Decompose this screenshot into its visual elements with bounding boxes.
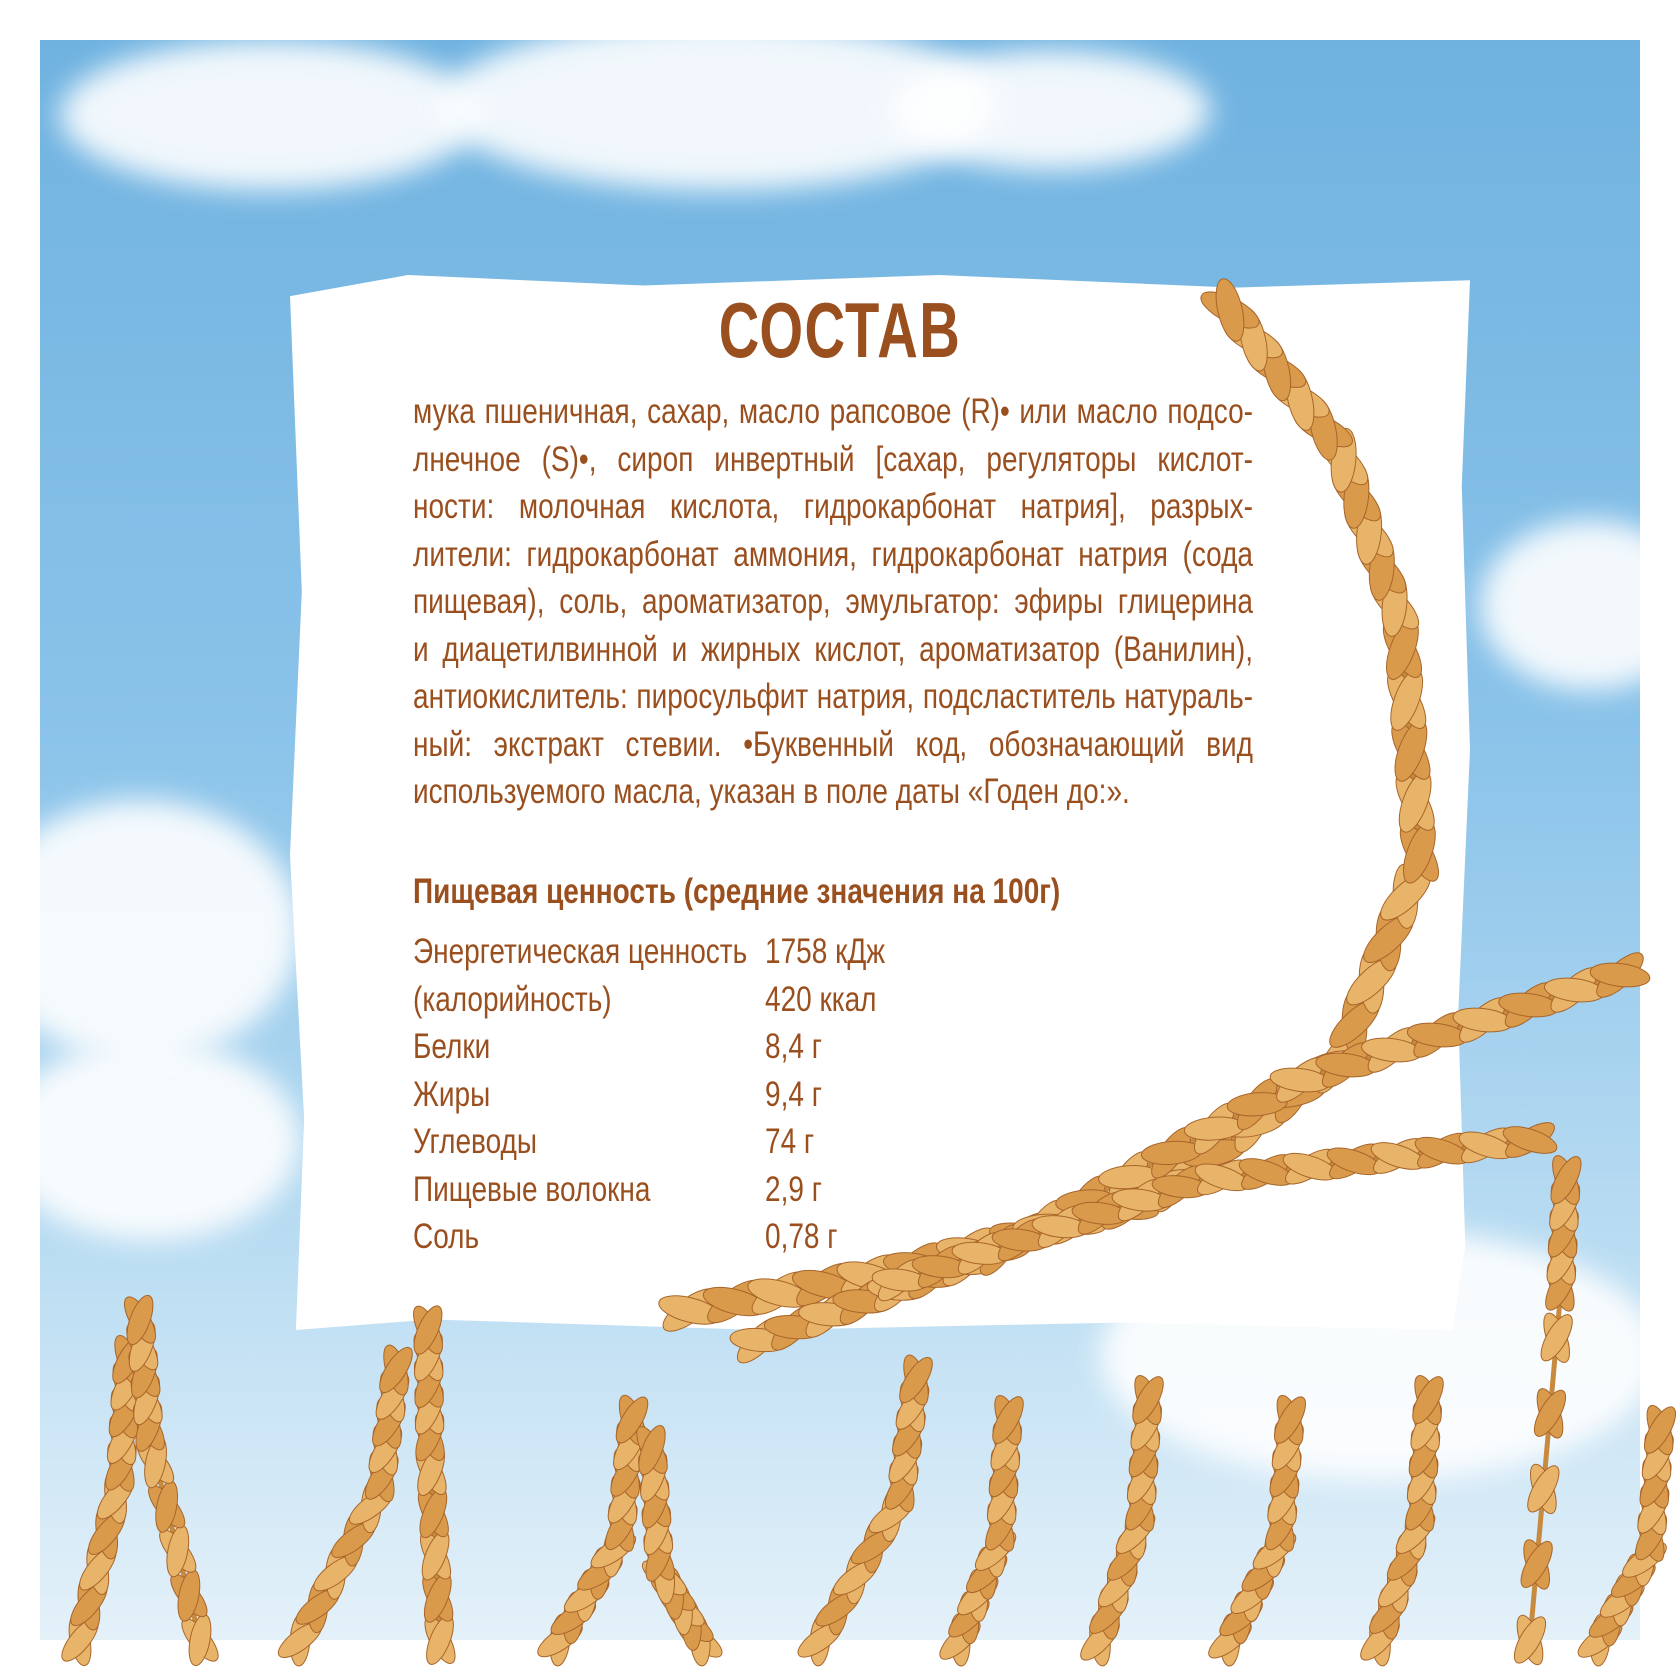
wheat-grain: [1641, 1433, 1674, 1481]
nutrient-label: Соль: [413, 1217, 480, 1256]
nutrient-label: Жиры: [413, 1074, 491, 1114]
ingredients-line: антиокислитель: пиросульфит натрия, подс…: [413, 677, 1253, 716]
cloud: [60, 40, 480, 190]
wheat-grain: [1646, 1404, 1674, 1456]
ingredients-line: ный: экстракт стевии. •Буквенный код, об…: [413, 724, 1253, 764]
ingredients-line: и диацетилвинной и жирных кислот, аромат…: [413, 629, 1253, 669]
ingredients-text: мука пшеничная, сахар, масло рапсовое (R…: [413, 388, 1253, 816]
ingredients-line: лнечное (S)•, сироп инвертный [сахар, ре…: [413, 439, 1253, 479]
sky-background: [40, 40, 1640, 1640]
cloud: [1480, 520, 1640, 690]
cloud: [40, 800, 300, 1060]
ingredients-line: ности: молочная кислота, гидрокарбонат н…: [413, 487, 1253, 526]
nutrient-value: 1758 кДж: [765, 932, 886, 971]
nutrient-label: Пищевые волокна: [413, 1169, 651, 1209]
wheat-grain: [1642, 1458, 1669, 1509]
cloud: [890, 50, 1210, 170]
nutrient-label: (калорийность): [413, 979, 612, 1019]
wheat-grain: [1644, 1406, 1676, 1454]
ingredients-line: лители: гидрокарбонат аммония, гидрокарб…: [413, 534, 1253, 574]
wheat-grain: [1639, 1459, 1672, 1507]
nutrient-label: Белки: [413, 1027, 491, 1066]
ingredients-line: пищевая), соль, ароматизатор, эмульгатор…: [413, 582, 1253, 621]
nutrition-title: Пищевая ценность (средние значения на 10…: [413, 872, 1061, 911]
nutrient-value: 8,4 г: [765, 1027, 822, 1066]
page-title: СОСТАВ: [718, 286, 962, 374]
ingredients-line: мука пшеничная, сахар, масло рапсовое (R…: [413, 392, 1253, 431]
nutrient-value: 74 г: [765, 1122, 815, 1161]
wheat-grain: [1639, 1484, 1667, 1536]
nutrient-value: 0,78 г: [765, 1217, 838, 1256]
nutrient-value: 9,4 г: [765, 1074, 822, 1114]
nutrient-label: Углеводы: [413, 1122, 538, 1161]
nutrient-value: 2,9 г: [765, 1169, 822, 1209]
cloud: [40, 1040, 300, 1240]
nutrient-label: Энергетическая ценность: [413, 932, 748, 971]
ingredients-line: используемого масла, указан в поле даты …: [413, 772, 1130, 811]
wheat-grain: [1644, 1431, 1672, 1482]
nutrient-value: 420 ккал: [765, 979, 877, 1019]
